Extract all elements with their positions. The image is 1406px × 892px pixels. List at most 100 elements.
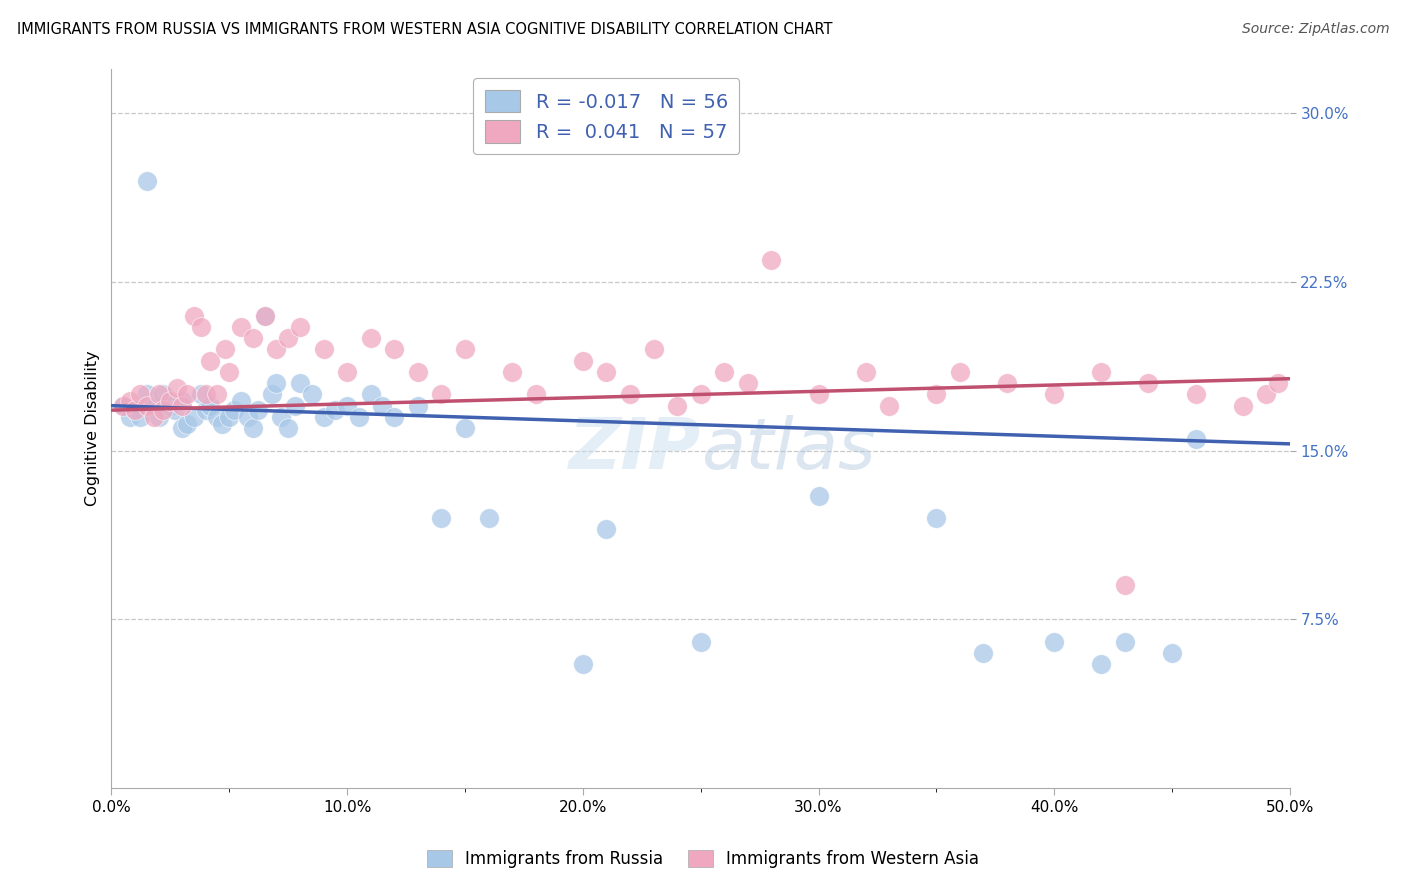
Point [1043, 634, 1066, 648]
Point [855, 365, 877, 379]
Point [112, 399, 135, 413]
Legend: R = -0.017   N = 56, R =  0.041   N = 57: R = -0.017 N = 56, R = 0.041 N = 57 [474, 78, 740, 154]
Point [1114, 634, 1136, 648]
Point [877, 399, 900, 413]
Point [207, 387, 229, 401]
Point [229, 394, 252, 409]
Point [666, 399, 689, 413]
Point [242, 331, 264, 345]
Point [336, 365, 359, 379]
Point [572, 353, 595, 368]
Point [925, 511, 948, 525]
Text: ZIP: ZIP [568, 415, 700, 484]
Point [737, 376, 759, 391]
Point [1184, 433, 1206, 447]
Point [207, 409, 229, 424]
Point [159, 394, 181, 409]
Point [288, 376, 311, 391]
Point [135, 174, 157, 188]
Point [166, 381, 188, 395]
Point [148, 387, 170, 401]
Point [218, 365, 240, 379]
Point [1043, 387, 1066, 401]
Point [807, 489, 830, 503]
Point [277, 331, 299, 345]
Point [266, 376, 288, 391]
Point [371, 399, 394, 413]
Text: Source: ZipAtlas.com: Source: ZipAtlas.com [1241, 22, 1389, 37]
Point [336, 399, 359, 413]
Point [595, 522, 617, 536]
Point [172, 399, 194, 413]
Point [270, 409, 292, 424]
Point [183, 409, 205, 424]
Point [925, 387, 948, 401]
Point [360, 331, 382, 345]
Point [301, 387, 323, 401]
Point [312, 409, 335, 424]
Point [260, 387, 283, 401]
Point [266, 343, 288, 357]
Point [176, 387, 198, 401]
Point [253, 309, 276, 323]
Point [1267, 376, 1289, 391]
Point [172, 394, 194, 409]
Point [1090, 657, 1112, 672]
Point [288, 320, 311, 334]
Point [128, 409, 150, 424]
Point [176, 417, 198, 431]
Point [142, 399, 165, 413]
Point [1114, 578, 1136, 592]
Point [124, 403, 146, 417]
Point [200, 353, 222, 368]
Point [595, 365, 617, 379]
Point [142, 409, 165, 424]
Point [183, 309, 205, 323]
Point [229, 320, 252, 334]
Point [643, 343, 665, 357]
Point [152, 387, 174, 401]
Point [246, 403, 269, 417]
Point [619, 387, 641, 401]
Point [200, 399, 222, 413]
Point [807, 387, 830, 401]
Point [1161, 646, 1184, 660]
Point [454, 421, 477, 435]
Y-axis label: Cognitive Disability: Cognitive Disability [86, 351, 100, 506]
Point [172, 421, 194, 435]
Point [406, 399, 429, 413]
Point [165, 403, 187, 417]
Point [323, 403, 346, 417]
Point [524, 387, 547, 401]
Point [148, 409, 170, 424]
Point [159, 399, 181, 413]
Point [120, 394, 142, 409]
Point [112, 399, 135, 413]
Point [689, 634, 711, 648]
Point [124, 403, 146, 417]
Point [128, 387, 150, 401]
Point [218, 409, 240, 424]
Point [1256, 387, 1278, 401]
Point [214, 343, 236, 357]
Point [284, 399, 307, 413]
Point [194, 403, 217, 417]
Point [347, 409, 370, 424]
Text: IMMIGRANTS FROM RUSSIA VS IMMIGRANTS FROM WESTERN ASIA COGNITIVE DISABILITY CORR: IMMIGRANTS FROM RUSSIA VS IMMIGRANTS FRO… [17, 22, 832, 37]
Point [382, 409, 405, 424]
Point [190, 387, 212, 401]
Legend: Immigrants from Russia, Immigrants from Western Asia: Immigrants from Russia, Immigrants from … [420, 843, 986, 875]
Point [430, 387, 453, 401]
Point [135, 399, 157, 413]
Point [277, 421, 299, 435]
Point [253, 309, 276, 323]
Point [1090, 365, 1112, 379]
Point [972, 646, 994, 660]
Point [242, 421, 264, 435]
Point [382, 343, 405, 357]
Point [430, 511, 453, 525]
Point [995, 376, 1018, 391]
Point [477, 511, 499, 525]
Point [689, 387, 711, 401]
Point [360, 387, 382, 401]
